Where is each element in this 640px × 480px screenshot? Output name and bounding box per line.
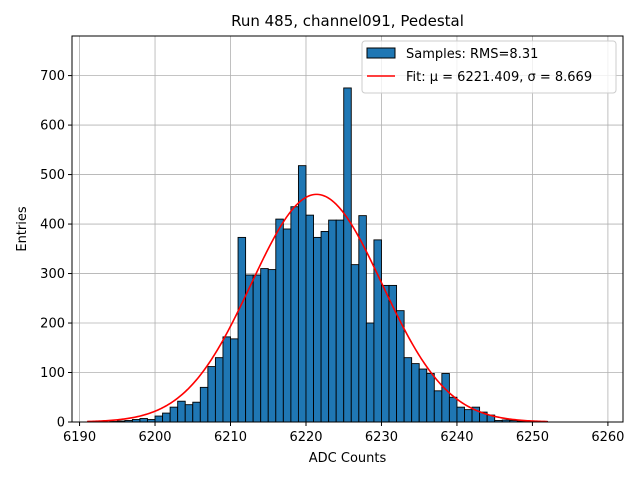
legend-entry-fit: Fit: μ = 6221.409, σ = 8.669 [406, 70, 592, 85]
x-tick-label: 6230 [365, 430, 398, 445]
histogram-bar [177, 400, 186, 423]
histogram-bar [365, 322, 375, 423]
histogram-bar [358, 215, 367, 423]
histogram-bar [448, 396, 458, 423]
histogram-bar [169, 406, 179, 423]
histogram-bar [184, 404, 194, 423]
histogram-bar [441, 373, 450, 423]
histogram-bar [267, 269, 277, 423]
fit-curve [87, 193, 548, 423]
histogram-bar [335, 219, 345, 423]
x-tick-label: 6260 [591, 430, 624, 445]
y-tick-label: 400 [40, 218, 65, 233]
histogram-bar [373, 239, 382, 423]
legend-swatch-histogram [366, 47, 396, 59]
x-tick-label: 6210 [214, 430, 247, 445]
histogram-bar [222, 336, 231, 423]
histogram-bar [245, 274, 254, 423]
histogram-bar [207, 366, 216, 423]
histogram-bar [426, 373, 435, 423]
legend: Samples: RMS=8.31 Fit: μ = 6221.409, σ =… [361, 40, 617, 94]
histogram-bar [214, 357, 224, 423]
x-tick-label: 6220 [289, 430, 322, 445]
y-tick-label: 700 [40, 69, 65, 84]
y-tick-label: 200 [40, 317, 65, 332]
histogram-bar [139, 418, 148, 423]
histogram-bar [350, 264, 360, 423]
histogram-bar [154, 415, 164, 423]
histogram-bar [230, 338, 239, 423]
legend-box [361, 40, 617, 94]
histogram-bars [109, 87, 548, 423]
histogram-bar [456, 406, 465, 423]
histogram-bar [252, 274, 262, 423]
histogram-bar [403, 357, 413, 423]
histogram-bar [192, 401, 201, 423]
histogram-bar [199, 386, 209, 423]
histogram-bar [305, 214, 314, 423]
y-tick-label: 500 [40, 168, 65, 183]
y-tick-label: 0 [57, 416, 65, 431]
legend-entry-histogram: Samples: RMS=8.31 [406, 47, 538, 62]
histogram-bar [237, 236, 247, 423]
histogram-bar [433, 390, 443, 423]
x-tick-label: 6200 [138, 430, 171, 445]
x-axis-label: ADC Counts [309, 451, 387, 466]
axes-frame [71, 35, 624, 423]
histogram-bar [260, 268, 269, 423]
y-axis-label: Entries [15, 206, 30, 252]
histogram-bar [381, 284, 390, 423]
fit-curve-layer [87, 193, 548, 423]
histogram-bar [282, 228, 292, 423]
axis-ticks: 6190 6200 6210 6220 6230 6240 6250 6260 0 100 200 3… [40, 69, 624, 445]
y-tick-label: 600 [40, 119, 65, 134]
y-tick-label: 100 [40, 366, 65, 381]
histogram-bar [290, 206, 299, 423]
histogram-bar [418, 368, 428, 423]
histogram-bar [320, 231, 330, 423]
histogram-bar [411, 363, 420, 423]
histogram-bar [275, 218, 284, 423]
histogram-bar [328, 219, 337, 423]
histogram-bar [313, 236, 322, 423]
histogram-bar [162, 412, 171, 423]
histogram-bar [343, 87, 352, 423]
histogram-bar [297, 165, 307, 423]
chart-title: Run 485, channel091, Pedestal [231, 12, 464, 30]
y-tick-label: 300 [40, 267, 65, 282]
x-tick-label: 6240 [440, 430, 473, 445]
x-tick-label: 6250 [516, 430, 549, 445]
histogram-bar [464, 409, 473, 423]
x-tick-label: 6190 [63, 430, 96, 445]
